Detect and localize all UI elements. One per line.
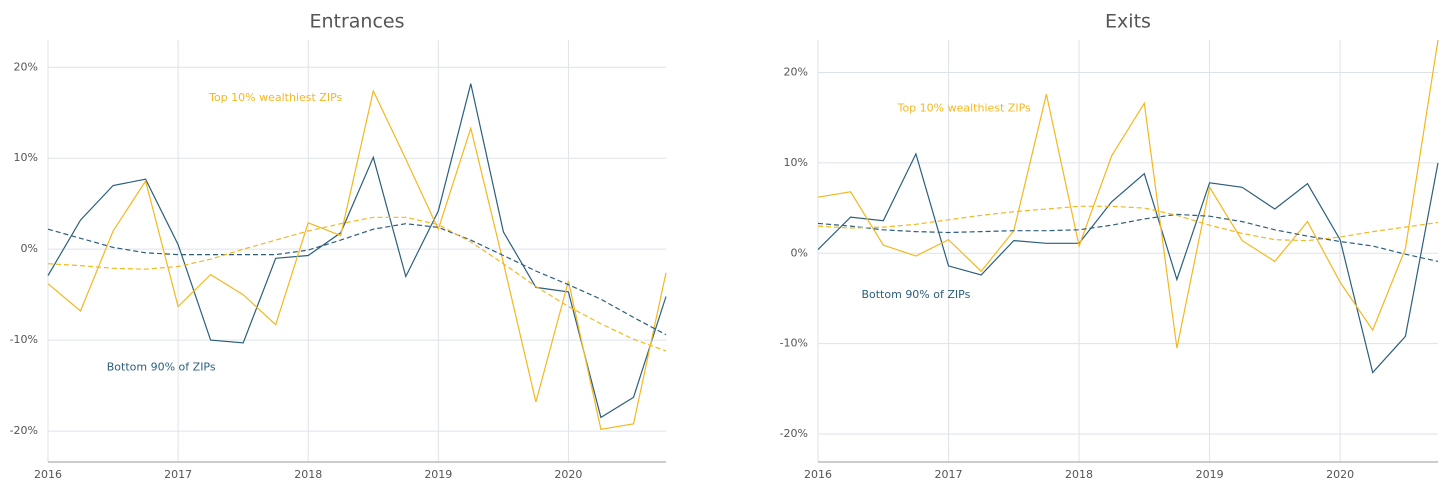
y-tick-label: 20% (14, 60, 38, 73)
annotation: Top 10% wealthiest ZIPs (897, 102, 1031, 115)
y-tick-label: 10% (14, 151, 38, 164)
trend-line (817, 205, 1439, 242)
y-tick-label: -10% (10, 333, 38, 346)
x-tick-label: 2017 (935, 468, 963, 481)
annotation: Bottom 90% of ZIPs (107, 360, 216, 373)
x-tick-label: 2020 (1326, 468, 1354, 481)
series-line (817, 39, 1439, 349)
annotation: Bottom 90% of ZIPs (861, 288, 970, 301)
y-tick-label: 0% (791, 246, 808, 259)
x-tick-label: 2019 (424, 468, 452, 481)
trend-line (47, 216, 667, 352)
trend-line (47, 223, 667, 336)
trend-line (817, 213, 1439, 262)
y-tick-label: 0% (21, 242, 38, 255)
y-tick-label: 20% (784, 66, 808, 79)
x-tick-label: 2017 (164, 468, 192, 481)
x-tick-label: 2016 (804, 468, 832, 481)
chart-title: Entrances (309, 11, 404, 33)
y-tick-label: -20% (10, 424, 38, 437)
x-tick-label: 2019 (1196, 468, 1224, 481)
series-line (47, 89, 667, 430)
y-tick-label: -20% (780, 427, 808, 440)
x-tick-label: 2018 (1065, 468, 1093, 481)
y-tick-label: -10% (780, 337, 808, 350)
chart-title: Exits (1105, 11, 1151, 33)
series-line (47, 83, 667, 419)
x-tick-label: 2020 (554, 468, 582, 481)
y-tick-label: 10% (784, 156, 808, 169)
x-tick-label: 2018 (294, 468, 322, 481)
annotation: Top 10% wealthiest ZIPs (208, 91, 342, 104)
x-tick-label: 2016 (34, 468, 62, 481)
series-line (817, 152, 1439, 374)
